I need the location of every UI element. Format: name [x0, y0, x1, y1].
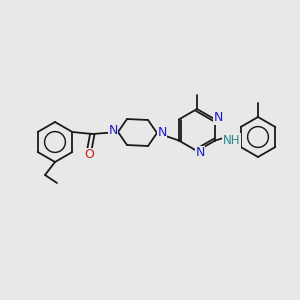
Text: N: N	[195, 146, 205, 160]
Text: NH: NH	[222, 134, 240, 147]
Text: N: N	[108, 124, 118, 137]
Text: O: O	[84, 148, 94, 161]
Text: N: N	[157, 125, 167, 139]
Text: N: N	[214, 111, 223, 124]
